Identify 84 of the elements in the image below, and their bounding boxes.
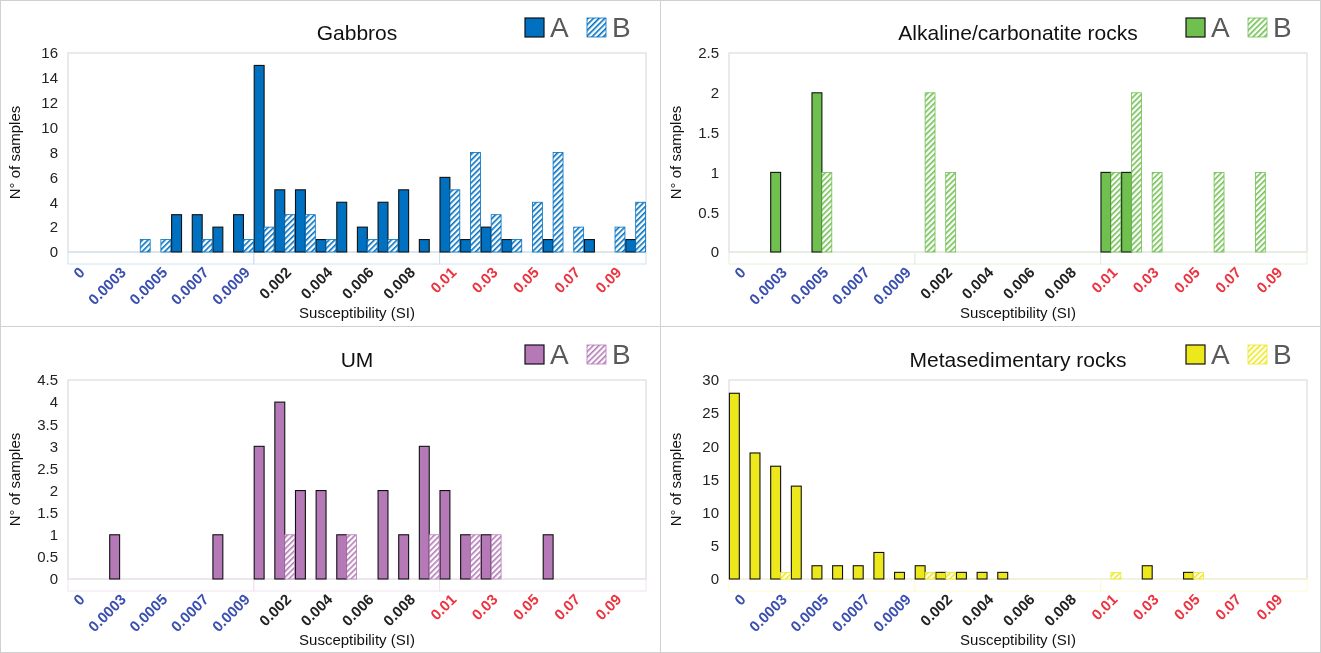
bar: [749, 452, 761, 580]
y-tick-label: 10: [41, 118, 58, 136]
legend-label: A: [1211, 12, 1230, 43]
legend-label: B: [612, 12, 631, 43]
x-tick-label: 0.09: [1252, 263, 1286, 297]
bar: [253, 445, 265, 580]
y-tick-label: 2: [710, 84, 719, 102]
y-tick-label: 0: [49, 243, 58, 261]
y-tick-label: 15: [702, 470, 719, 488]
chart-title: UM: [340, 348, 374, 371]
legend-label: A: [1211, 339, 1230, 370]
y-axis-title: N° of samples: [6, 432, 23, 527]
y-tick-label: 6: [49, 168, 58, 186]
y-tick-label: 25: [702, 404, 719, 422]
bar: [109, 534, 121, 580]
x-tick-label: 0.01: [426, 263, 460, 297]
y-axis-title: N° of samples: [667, 105, 684, 200]
y-tick-label: 0: [710, 243, 719, 261]
legend-label: B: [1273, 339, 1292, 370]
x-axis-title: Susceptibility (SI): [299, 631, 415, 648]
legend-label: B: [612, 339, 631, 370]
bar: [1110, 571, 1122, 580]
x-tick-label: 0.01: [1087, 590, 1121, 624]
bar: [811, 565, 823, 580]
legend-label: A: [550, 12, 569, 43]
bar: [894, 571, 906, 580]
y-tick-label: 5: [710, 537, 719, 555]
y-tick-label: 2.5: [698, 44, 719, 62]
x-axis-title: Susceptibility (SI): [960, 304, 1076, 321]
y-tick-label: 20: [702, 437, 719, 455]
y-tick-label: 3.5: [37, 415, 58, 433]
chart-title: Metasedimentary rocks: [909, 348, 1127, 371]
y-tick-label: 30: [702, 371, 719, 389]
bar: [832, 565, 844, 580]
chart-title: Alkaline/carbonatite rocks: [898, 21, 1138, 44]
y-tick-label: 4: [49, 393, 58, 411]
x-tick-label: 0.01: [1087, 263, 1121, 297]
y-tick-label: 1.5: [37, 503, 58, 521]
x-tick-label: 0.09: [591, 263, 625, 297]
bar: [139, 239, 151, 253]
y-tick-label: 1: [710, 163, 719, 181]
x-tick-label: 0: [730, 263, 749, 282]
x-tick-label: 0.09: [1252, 590, 1286, 624]
bar: [398, 534, 410, 580]
bar: [997, 571, 1009, 580]
y-tick-label: 14: [41, 69, 58, 87]
y-tick-label: 1.5: [698, 123, 719, 141]
x-axis-title: Susceptibility (SI): [960, 631, 1076, 648]
y-tick-label: 0: [49, 570, 58, 588]
chart-title: Gabbros: [316, 21, 398, 44]
y-tick-label: 12: [41, 94, 58, 112]
y-tick-label: 4: [49, 193, 58, 211]
y-tick-label: 0.5: [37, 548, 58, 566]
bar: [212, 534, 224, 580]
y-tick-label: 1: [49, 526, 58, 544]
bar: [873, 551, 885, 580]
y-tick-label: 0: [710, 570, 719, 588]
bar: [852, 565, 864, 580]
legend-label: B: [1273, 12, 1292, 43]
x-axis-title: Susceptibility (SI): [299, 304, 415, 321]
x-tick-label: 0: [69, 590, 88, 609]
bar: [418, 239, 430, 253]
y-axis-title: N° of samples: [667, 432, 684, 527]
x-tick-label: 0: [730, 590, 749, 609]
bar: [542, 534, 554, 580]
y-tick-label: 16: [41, 44, 58, 62]
y-tick-label: 2: [49, 218, 58, 236]
bar: [1141, 565, 1153, 580]
legend-label: A: [550, 339, 569, 370]
y-tick-label: 8: [49, 143, 58, 161]
x-tick-label: 0: [69, 263, 88, 282]
y-tick-label: 3: [49, 437, 58, 455]
bar: [728, 392, 740, 580]
x-tick-label: 0.09: [591, 590, 625, 624]
bar: [976, 571, 988, 580]
x-tick-label: 0.01: [426, 590, 460, 624]
y-tick-label: 4.5: [37, 371, 58, 389]
bar: [377, 490, 389, 580]
y-tick-label: 2: [49, 481, 58, 499]
y-tick-label: 2.5: [37, 459, 58, 477]
y-tick-label: 0.5: [698, 203, 719, 221]
y-tick-label: 10: [702, 503, 719, 521]
bar: [315, 490, 327, 580]
y-axis-title: N° of samples: [6, 105, 23, 200]
